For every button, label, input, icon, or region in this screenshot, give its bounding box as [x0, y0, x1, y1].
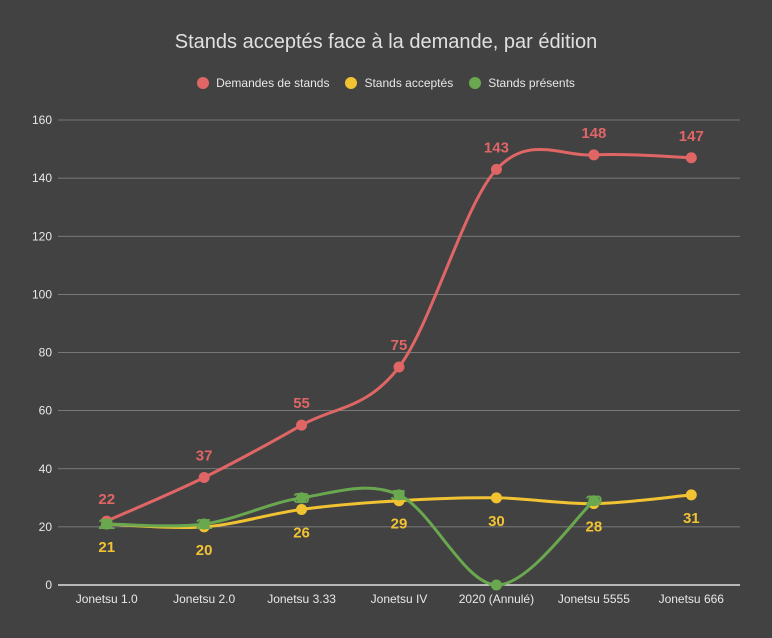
data-label-acceptes: 31 — [683, 510, 700, 527]
legend-label-acceptes: Stands acceptés — [364, 76, 454, 90]
legend-swatch-presents — [469, 77, 482, 89]
data-label-demandes: 147 — [679, 128, 704, 145]
data-label-demandes: 148 — [581, 125, 606, 142]
data-label-acceptes: 30 — [488, 513, 505, 530]
legend-label-presents: Stands présents — [488, 76, 575, 90]
data-label-demandes: 143 — [484, 139, 509, 156]
series-line-demandes — [105, 147, 693, 523]
data-label-presents: 31 — [391, 487, 408, 504]
chart-legend: Demandes de stands Stands acceptés Stand… — [0, 76, 772, 90]
data-label-presents: 29 — [586, 493, 603, 510]
data-label-acceptes: 29 — [391, 516, 408, 533]
data-point-acceptes — [685, 489, 697, 501]
y-tick-label: 140 — [32, 171, 52, 185]
data-label-acceptes: 28 — [586, 519, 603, 536]
data-label-acceptes: 26 — [293, 524, 310, 541]
legend-label-demandes: Demandes de stands — [216, 76, 330, 90]
data-label-acceptes: 20 — [196, 542, 213, 559]
legend-swatch-acceptes — [345, 77, 358, 89]
data-point-acceptes — [296, 503, 308, 515]
y-tick-label: 160 — [32, 113, 52, 127]
data-label-presents: 21 — [196, 516, 213, 533]
y-tick-label: 60 — [39, 404, 53, 418]
data-point-presents — [101, 518, 113, 530]
x-tick-label: Jonetsu 3.33 — [267, 592, 336, 606]
y-tick-label: 100 — [32, 287, 52, 301]
data-label-demandes: 37 — [196, 447, 213, 464]
data-point-demandes — [490, 163, 502, 175]
data-point-presents — [588, 495, 600, 507]
x-tick-label: 2020 (Annulé) — [459, 592, 534, 606]
data-label-demandes: 55 — [293, 395, 310, 412]
data-point-demandes — [588, 149, 600, 161]
data-label-demandes: 75 — [391, 337, 408, 354]
data-label-acceptes: 21 — [98, 539, 115, 556]
legend-item-demandes: Demandes de stands — [197, 76, 329, 90]
y-tick-label: 80 — [39, 346, 53, 360]
chart-title: Stands acceptés face à la demande, par é… — [174, 31, 598, 53]
legend-swatch-demandes — [197, 77, 210, 89]
data-point-demandes — [393, 361, 405, 373]
data-point-presents — [393, 489, 405, 501]
data-label-presents: 21 — [98, 516, 115, 533]
series-line-presents — [105, 486, 596, 587]
x-tick-label: Jonetsu 2.0 — [173, 592, 235, 606]
data-label-demandes: 22 — [98, 491, 115, 508]
data-point-demandes — [198, 471, 210, 483]
data-point-presents — [296, 492, 308, 504]
data-point-acceptes — [490, 492, 502, 504]
legend-item-presents: Stands présents — [469, 76, 575, 90]
legend-item-acceptes: Stands acceptés — [345, 76, 453, 90]
x-tick-label: Jonetsu 5555 — [558, 592, 630, 606]
data-point-presents — [490, 579, 502, 591]
data-point-presents — [198, 518, 210, 530]
x-tick-label: Jonetsu 666 — [659, 592, 725, 606]
data-label-presents: 30 — [293, 490, 310, 507]
y-tick-label: 20 — [39, 520, 53, 534]
x-tick-label: Jonetsu IV — [371, 592, 428, 606]
data-point-demandes — [296, 419, 308, 431]
y-tick-label: 120 — [32, 229, 52, 243]
y-tick-label: 40 — [39, 462, 53, 476]
x-tick-label: Jonetsu 1.0 — [76, 592, 138, 606]
y-tick-label: 0 — [45, 578, 52, 592]
data-point-demandes — [685, 152, 697, 164]
